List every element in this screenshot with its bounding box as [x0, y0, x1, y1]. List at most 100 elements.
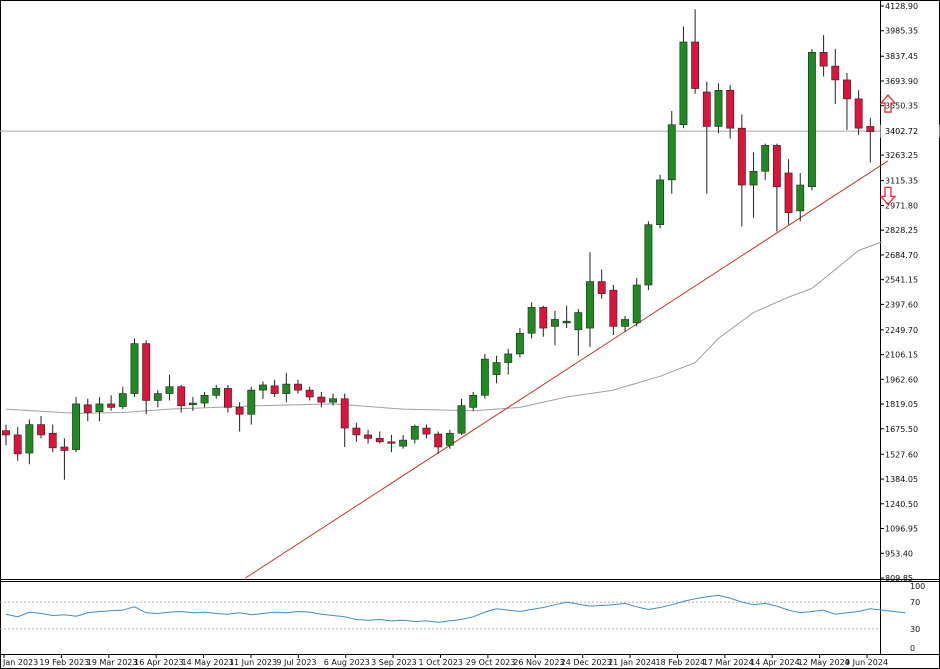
y-tick-label: 953.40	[885, 549, 913, 558]
candle-bearish	[13, 434, 22, 455]
candle-bullish	[25, 424, 34, 454]
x-tick-label: 26 Nov 2023	[513, 658, 564, 667]
arrow-up-outline-icon	[879, 94, 897, 113]
candle-bullish	[399, 439, 408, 447]
y-tick-label: 2971.80	[885, 201, 918, 210]
candle-bullish	[796, 184, 805, 212]
x-tick-label: 19 Feb 2023	[39, 658, 89, 667]
candle-bearish	[819, 52, 828, 67]
current-price-tag	[880, 124, 940, 138]
x-tick-label: 11 Jun 2023	[229, 658, 277, 667]
current-price-label: 3402.72	[885, 127, 918, 136]
candle-bearish	[340, 398, 349, 429]
candle-bullish	[480, 358, 489, 396]
y-tick-label: 3115.35	[885, 177, 918, 186]
trendline	[245, 160, 889, 579]
x-tick-label: 16 Apr 2023	[134, 658, 183, 667]
oscillator-line	[5, 594, 906, 623]
candle-bearish	[375, 438, 384, 443]
x-tick-label: 24 Dec 2023	[561, 658, 612, 667]
x-tick-label: 12 May 2024	[798, 658, 850, 667]
oscillator-tick-label: 100	[910, 582, 925, 591]
candle-bullish	[153, 393, 162, 401]
y-tick-label: 3550.35	[885, 102, 918, 111]
x-tick-label: 14 Apr 2024	[750, 658, 799, 667]
arrow-down-outline-icon	[879, 186, 897, 206]
candle-bullish	[667, 124, 676, 181]
candle-bearish	[364, 434, 373, 439]
candle-bullish	[527, 307, 536, 334]
candle-bullish	[749, 170, 758, 186]
candle-bearish	[434, 433, 443, 448]
candle-bullish	[95, 403, 104, 412]
x-tick-label: 6 Aug 2023	[324, 658, 370, 667]
candle-bullish	[515, 332, 524, 355]
candle-bearish	[352, 427, 361, 436]
candle-bullish	[130, 343, 139, 394]
candle-bearish	[597, 281, 606, 294]
candle-bullish	[259, 384, 267, 391]
y-tick-label: 1675.50	[885, 425, 918, 434]
candle-bullish	[445, 432, 454, 446]
y-tick-label: 1962.60	[885, 375, 918, 384]
candle-bearish	[107, 403, 116, 408]
candle-bearish	[2, 430, 10, 436]
candle-bearish	[60, 446, 69, 451]
candle-bullish	[492, 362, 501, 375]
candle-bullish	[410, 426, 419, 440]
candle-bullish	[72, 403, 81, 450]
candle-bullish	[562, 320, 571, 324]
y-tick-label: 4128.90	[885, 2, 918, 11]
candle-bullish	[656, 179, 665, 225]
candle-bearish	[235, 407, 244, 415]
candle-bullish	[200, 394, 209, 404]
candle-bearish	[223, 388, 232, 408]
candle-bearish	[48, 432, 57, 449]
candle-bullish	[329, 398, 337, 403]
candle-bullish	[282, 383, 291, 394]
candle-bearish	[317, 396, 326, 403]
candle-bearish	[142, 343, 151, 401]
candle-bearish	[843, 79, 851, 100]
candle-bearish	[737, 127, 746, 186]
x-tick-label: 9 Jun 2024	[845, 658, 888, 667]
candle-bullish	[457, 405, 466, 434]
candle-bullish	[761, 145, 770, 172]
candle-bearish	[177, 386, 186, 406]
candle-bullish	[644, 224, 653, 286]
x-tick-label: 21 Jan 2024	[608, 658, 656, 667]
y-tick-label: 3693.90	[885, 77, 918, 86]
candle-bullish	[212, 388, 221, 396]
candle-bearish	[702, 91, 711, 127]
x-tick-label: 3 Sep 2023	[371, 658, 417, 667]
candle-bearish	[294, 383, 302, 391]
candle-bullish	[504, 353, 513, 363]
candle-bullish	[188, 402, 197, 406]
x-tick-label: 29 Oct 2023	[466, 658, 515, 667]
y-tick-label: 1384.05	[885, 475, 918, 484]
candle-bullish	[807, 52, 816, 188]
y-tick-label: 3985.35	[885, 27, 918, 36]
candle-bullish	[586, 281, 594, 329]
oscillator-tick-label: 0	[910, 644, 915, 653]
y-tick-label: 3837.45	[885, 52, 918, 61]
candle-bearish	[609, 289, 618, 327]
candle-bearish	[772, 145, 781, 188]
y-tick-label: 1527.60	[885, 450, 918, 459]
y-tick-label: 2684.70	[885, 251, 918, 260]
candle-bearish	[726, 89, 735, 129]
x-tick-label: Jan 2023	[2, 658, 38, 667]
moving-average-line	[5, 241, 883, 414]
candle-bullish	[574, 312, 583, 331]
y-tick-label: 2828.25	[885, 226, 918, 235]
candle-bullish	[118, 393, 127, 407]
x-tick-label: 19 Mar 2023	[87, 658, 138, 667]
candle-bearish	[691, 41, 700, 89]
candle-bearish	[305, 389, 314, 398]
x-tick-label: 9 Jul 2023	[276, 658, 316, 667]
oscillator-tick-label: 30	[910, 625, 920, 634]
candle-bullish	[247, 389, 256, 415]
candle-bullish	[679, 41, 688, 126]
